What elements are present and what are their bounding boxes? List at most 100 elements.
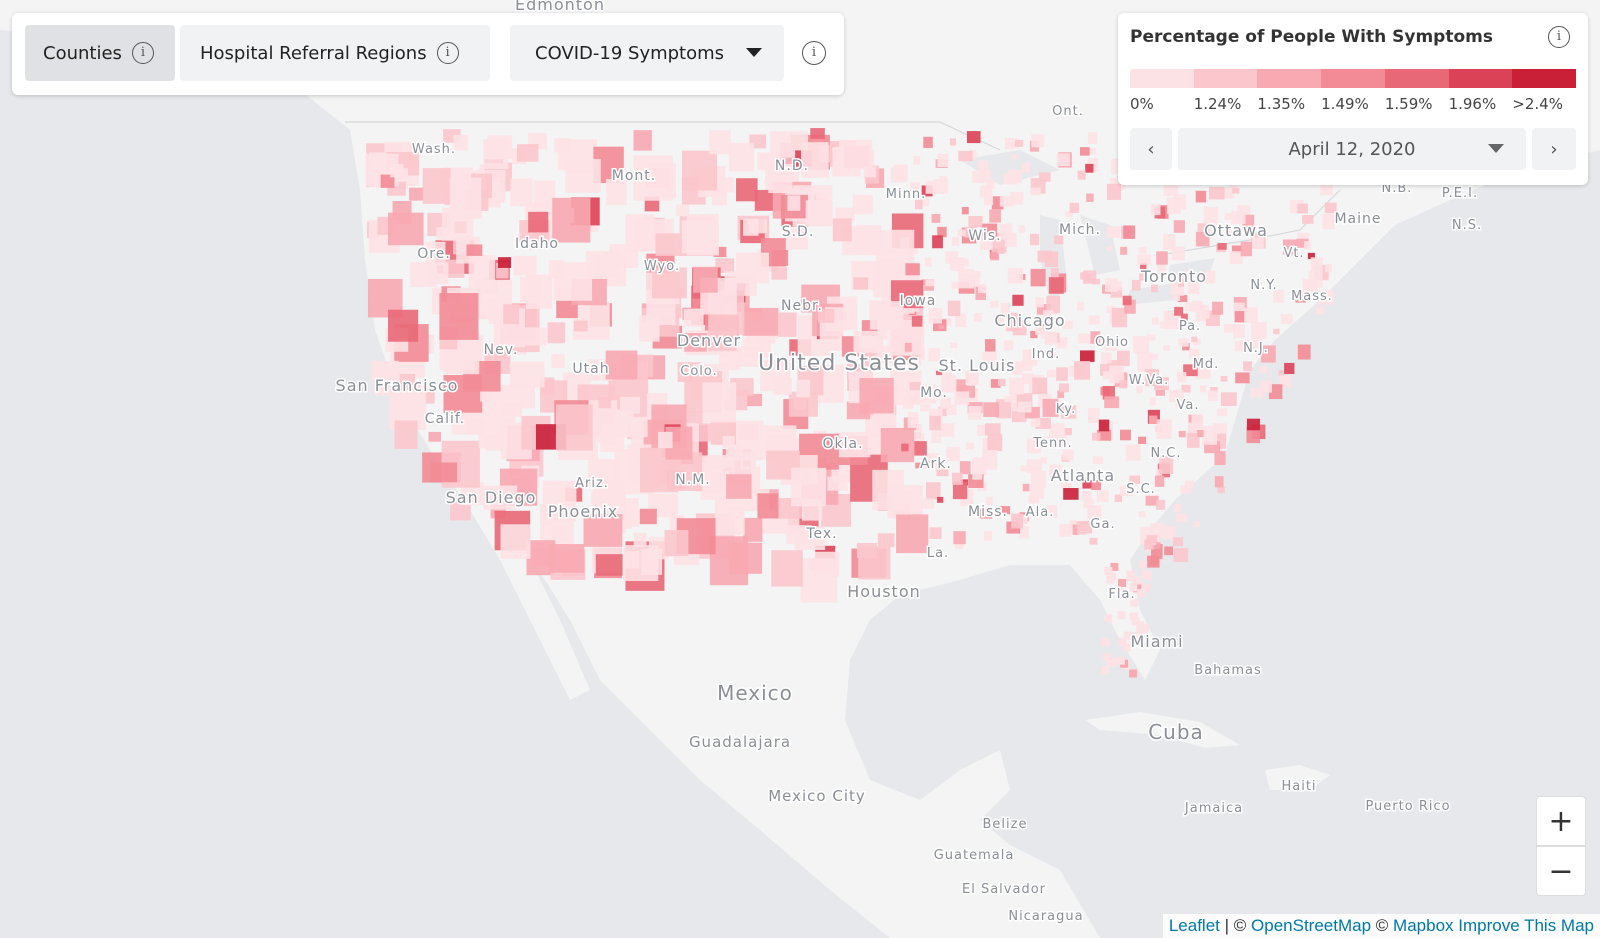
county (1087, 132, 1098, 144)
county (1217, 487, 1225, 493)
county (1176, 513, 1188, 523)
county (1220, 392, 1237, 406)
county (1173, 548, 1189, 562)
county (430, 462, 457, 483)
county (1003, 340, 1014, 351)
county (1102, 385, 1115, 400)
leaflet-link[interactable]: Leaflet (1168, 916, 1220, 935)
county (524, 327, 547, 346)
date-label: April 12, 2020 (1288, 138, 1416, 160)
county (1256, 339, 1263, 348)
place-label: Okla. (822, 436, 863, 452)
county (1092, 456, 1104, 464)
legend-swatch (1448, 69, 1513, 88)
prev-date[interactable]: ‹ (1130, 128, 1172, 170)
county (1302, 278, 1318, 295)
county (945, 251, 959, 264)
county (810, 128, 825, 139)
county (1076, 301, 1084, 311)
county (786, 228, 808, 250)
county (1203, 206, 1219, 224)
county (1065, 211, 1073, 217)
county (1144, 369, 1160, 387)
county (1138, 436, 1147, 444)
info-icon[interactable]: i (1548, 26, 1570, 48)
county (801, 142, 829, 178)
county (1195, 231, 1210, 247)
county (896, 514, 929, 554)
place-label: Denver (677, 331, 741, 350)
county (1175, 285, 1185, 296)
osm-link[interactable]: OpenStreetMap (1251, 916, 1372, 935)
county (742, 218, 759, 236)
county (1268, 384, 1283, 400)
county (1110, 286, 1123, 298)
county (1320, 183, 1333, 196)
county (1195, 361, 1211, 379)
place-label: Utah (572, 361, 609, 377)
info-icon[interactable]: i (436, 42, 459, 64)
county (818, 309, 835, 323)
place-label: United States (758, 351, 920, 376)
county (657, 431, 673, 449)
county (1096, 490, 1109, 503)
county (1181, 384, 1191, 393)
county (453, 134, 468, 151)
county (1076, 521, 1093, 534)
county (1057, 390, 1064, 399)
place-label: Idaho (515, 236, 559, 252)
county (814, 551, 840, 577)
county (1020, 465, 1027, 472)
county (951, 237, 960, 246)
place-label: N.D. (775, 158, 809, 174)
county (528, 238, 542, 250)
place-label: Ariz. (575, 476, 609, 491)
county (858, 546, 891, 580)
county (443, 259, 465, 278)
next-date[interactable]: › (1532, 128, 1576, 170)
improve-link[interactable]: Improve This Map (1458, 916, 1594, 935)
county (542, 480, 577, 522)
county (941, 375, 957, 393)
county (1119, 429, 1131, 441)
signal-dropdown[interactable]: COVID-19 Symptoms (510, 25, 784, 81)
county (1171, 246, 1185, 261)
place-label: Ala. (1026, 505, 1055, 520)
place-label: Mexico City (768, 787, 866, 805)
county (1325, 264, 1332, 273)
county (1104, 396, 1120, 409)
county (1091, 480, 1102, 490)
county (925, 279, 935, 287)
tab-counties[interactable]: Counties i (25, 25, 175, 81)
county (890, 167, 904, 183)
county (1042, 310, 1054, 322)
county (1056, 341, 1067, 349)
info-icon[interactable]: i (802, 41, 826, 65)
county (1074, 361, 1091, 380)
zoom-out[interactable]: − (1536, 846, 1586, 896)
county (863, 166, 877, 178)
zoom-in[interactable]: + (1536, 796, 1586, 846)
county (1280, 314, 1293, 325)
legend-label: 1.35% (1257, 95, 1306, 113)
county (973, 313, 982, 322)
county (1163, 234, 1176, 250)
county (929, 527, 942, 539)
county (1183, 364, 1198, 377)
date-select[interactable]: April 12, 2020 (1178, 128, 1526, 170)
place-label: Minn. (886, 187, 926, 202)
county (618, 416, 648, 438)
county (1180, 313, 1188, 321)
place-label: Guatemala (934, 848, 1015, 863)
info-icon[interactable]: i (131, 42, 154, 64)
great-lakes (960, 150, 1215, 305)
county (713, 246, 727, 258)
mapbox-link[interactable]: Mapbox (1393, 916, 1454, 935)
county (639, 508, 657, 525)
county (777, 312, 797, 337)
county (993, 314, 1005, 324)
county (1021, 359, 1033, 372)
county (740, 452, 757, 470)
tab-hrr[interactable]: Hospital Referral Regions i (180, 25, 490, 81)
